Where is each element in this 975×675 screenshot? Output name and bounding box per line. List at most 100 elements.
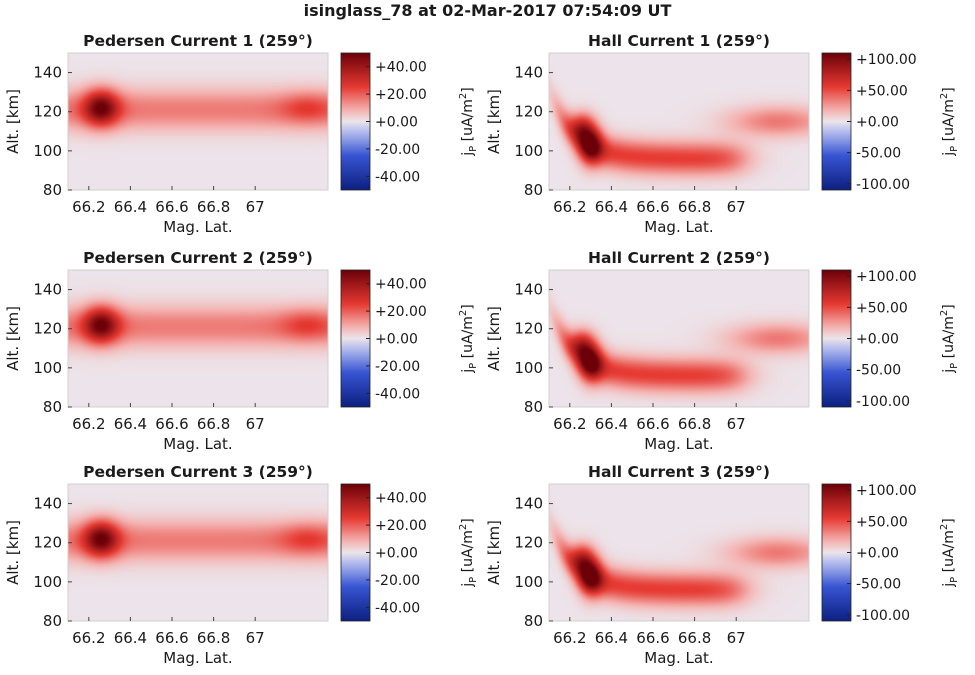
- heatmap-image: [549, 484, 809, 621]
- plot-frame: [67, 269, 329, 408]
- x-tick-label: 66.4: [114, 198, 147, 216]
- y-tick-label: 100: [33, 573, 62, 591]
- x-tick-label: 66.4: [595, 415, 628, 433]
- y-tick-label: 140: [514, 281, 543, 299]
- y-axis-label: Alt. [km]: [4, 89, 22, 154]
- x-axis-label: Mag. Lat.: [644, 435, 713, 453]
- plot-frame: [548, 269, 810, 408]
- x-tick-label: 66.8: [197, 198, 230, 216]
- y-tick-label: 120: [514, 320, 543, 338]
- x-tick-label: 66.6: [155, 415, 188, 433]
- plot-frame: [548, 483, 810, 622]
- x-tick-label: 67: [727, 198, 746, 216]
- colorbar: [821, 269, 852, 408]
- y-tick-label: 140: [33, 495, 62, 513]
- x-tick-label: 66.4: [595, 629, 628, 647]
- y-tick-label: 140: [33, 64, 62, 82]
- colorbar: [340, 483, 371, 622]
- x-axis-label: Mag. Lat.: [644, 649, 713, 667]
- x-tick-label: 66.8: [197, 629, 230, 647]
- y-tick-label: 80: [524, 398, 543, 416]
- y-tick-label: 140: [514, 64, 543, 82]
- x-tick-label: 67: [727, 415, 746, 433]
- colorbar-tick-label: +0.00: [856, 115, 899, 131]
- x-tick-label: 66.4: [114, 629, 147, 647]
- heatmap-panel: Hall Current 3 (259°) 66.2 66.4 66.6 66.8 67 M…: [485, 463, 960, 667]
- y-tick-label: 120: [514, 534, 543, 552]
- y-tick-label: 120: [33, 534, 62, 552]
- y-tick-label: 100: [33, 359, 62, 377]
- x-tick-label: 66.6: [155, 629, 188, 647]
- x-tick-label: 66.4: [114, 415, 147, 433]
- y-tick-label: 120: [33, 320, 62, 338]
- panel-title: Pedersen Current 1 (259°): [83, 32, 313, 50]
- panel-title: Hall Current 1 (259°): [588, 32, 770, 50]
- x-tick-label: 66.4: [595, 198, 628, 216]
- colorbar-tick-label: -40.00: [375, 169, 420, 185]
- colorbar-tick-label: +20.00: [375, 304, 427, 320]
- x-tick-label: 67: [727, 629, 746, 647]
- y-tick-label: 100: [514, 142, 543, 160]
- heatmap-panel: Pedersen Current 1 (259°) 66.2 66.4 66.6 66.…: [4, 32, 479, 236]
- colorbar-label: jP [uA/m2]: [939, 87, 960, 156]
- x-tick-label: 66.6: [636, 415, 669, 433]
- y-axis-label: Alt. [km]: [485, 520, 503, 585]
- x-tick-label: 66.2: [553, 415, 586, 433]
- colorbar-tick-label: -100.00: [856, 608, 910, 624]
- y-tick-label: 100: [514, 573, 543, 591]
- y-tick-label: 100: [514, 359, 543, 377]
- x-tick-label: 66.8: [678, 629, 711, 647]
- colorbar-tick-label: -100.00: [856, 394, 910, 410]
- colorbar-tick-label: +100.00: [856, 269, 917, 285]
- y-tick-label: 100: [33, 142, 62, 160]
- heatmap-image: [68, 53, 328, 190]
- colorbar-tick-label: +40.00: [375, 60, 427, 76]
- y-axis-label: Alt. [km]: [485, 306, 503, 371]
- colorbar-tick-label: +20.00: [375, 87, 427, 103]
- colorbar-label: jP [uA/m2]: [458, 518, 479, 587]
- x-tick-label: 66.8: [197, 415, 230, 433]
- colorbar-tick-label: +0.00: [375, 332, 418, 348]
- colorbar-label: jP [uA/m2]: [939, 304, 960, 373]
- x-tick-label: 66.2: [72, 415, 105, 433]
- figure-title: isinglass_78 at 02-Mar-2017 07:54:09 UT: [303, 1, 672, 20]
- x-tick-label: 66.6: [636, 629, 669, 647]
- heatmap-image: [549, 270, 809, 407]
- heatmap-panel: Pedersen Current 3 (259°) 66.2 66.4 66.6 66.…: [4, 463, 479, 667]
- colorbar-tick-label: +40.00: [375, 491, 427, 507]
- x-axis-label: Mag. Lat.: [644, 218, 713, 236]
- x-tick-label: 66.6: [636, 198, 669, 216]
- colorbar-tick-label: +0.00: [856, 332, 899, 348]
- colorbar-label: jP [uA/m2]: [939, 518, 960, 587]
- colorbar-tick-label: +50.00: [856, 514, 908, 530]
- colorbar-tick-label: +0.00: [856, 546, 899, 562]
- colorbar-tick-label: -20.00: [375, 142, 420, 158]
- x-axis-label: Mag. Lat.: [163, 649, 232, 667]
- y-axis-label: Alt. [km]: [485, 89, 503, 154]
- colorbar: [340, 269, 371, 408]
- x-tick-label: 66.8: [678, 415, 711, 433]
- y-axis-label: Alt. [km]: [4, 520, 22, 585]
- x-tick-label: 66.2: [553, 198, 586, 216]
- colorbar-tick-label: +40.00: [375, 277, 427, 293]
- y-axis-label: Alt. [km]: [4, 306, 22, 371]
- y-tick-label: 140: [514, 495, 543, 513]
- colorbar-tick-label: +50.00: [856, 300, 908, 316]
- x-tick-label: 67: [246, 629, 265, 647]
- x-tick-label: 66.2: [72, 198, 105, 216]
- colorbar-tick-label: -20.00: [375, 573, 420, 589]
- y-tick-label: 140: [33, 281, 62, 299]
- colorbar-tick-label: -50.00: [856, 577, 901, 593]
- heatmap-panel: Hall Current 2 (259°) 66.2 66.4 66.6 66.8 67 M…: [485, 249, 960, 453]
- heatmap-panel: Pedersen Current 2 (259°) 66.2 66.4 66.6 66.…: [4, 249, 479, 453]
- colorbar-tick-label: +100.00: [856, 52, 917, 68]
- colorbar-tick-label: -50.00: [856, 363, 901, 379]
- plot-frame: [67, 52, 329, 191]
- colorbar-tick-label: -40.00: [375, 386, 420, 402]
- heatmap-image: [549, 53, 809, 190]
- colorbar-tick-label: +20.00: [375, 518, 427, 534]
- colorbar-tick-label: -40.00: [375, 600, 420, 616]
- plot-frame: [548, 52, 810, 191]
- heatmap-panel: Hall Current 1 (259°) 66.2 66.4 66.6 66.8 67 M…: [485, 32, 960, 236]
- y-tick-label: 80: [43, 181, 62, 199]
